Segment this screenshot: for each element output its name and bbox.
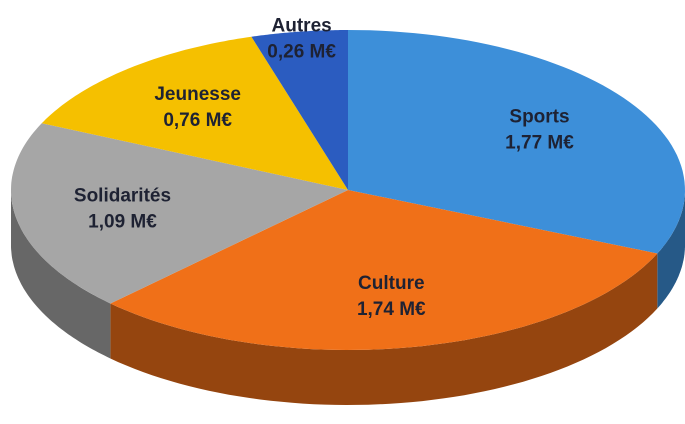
slice [251, 30, 348, 190]
slice-label: Sports [509, 106, 569, 127]
slice-side [11, 190, 111, 359]
value-label: 0,76 M€ [163, 110, 232, 131]
slice-side [657, 190, 685, 309]
value-label: 0,26 M€ [267, 42, 336, 63]
slice [348, 30, 685, 254]
slice [41, 36, 348, 191]
value-label: 1,09 M€ [88, 211, 157, 232]
slice-side [110, 253, 658, 405]
value-label: 1,77 M€ [505, 132, 574, 153]
slice-label: Culture [358, 273, 425, 294]
slice-label: Solidarités [74, 185, 171, 206]
slice [11, 123, 348, 304]
slice-label: Jeunesse [154, 84, 241, 105]
slice [110, 190, 658, 350]
slice-label: Autres [272, 16, 332, 37]
value-label: 1,74 M€ [357, 299, 426, 320]
